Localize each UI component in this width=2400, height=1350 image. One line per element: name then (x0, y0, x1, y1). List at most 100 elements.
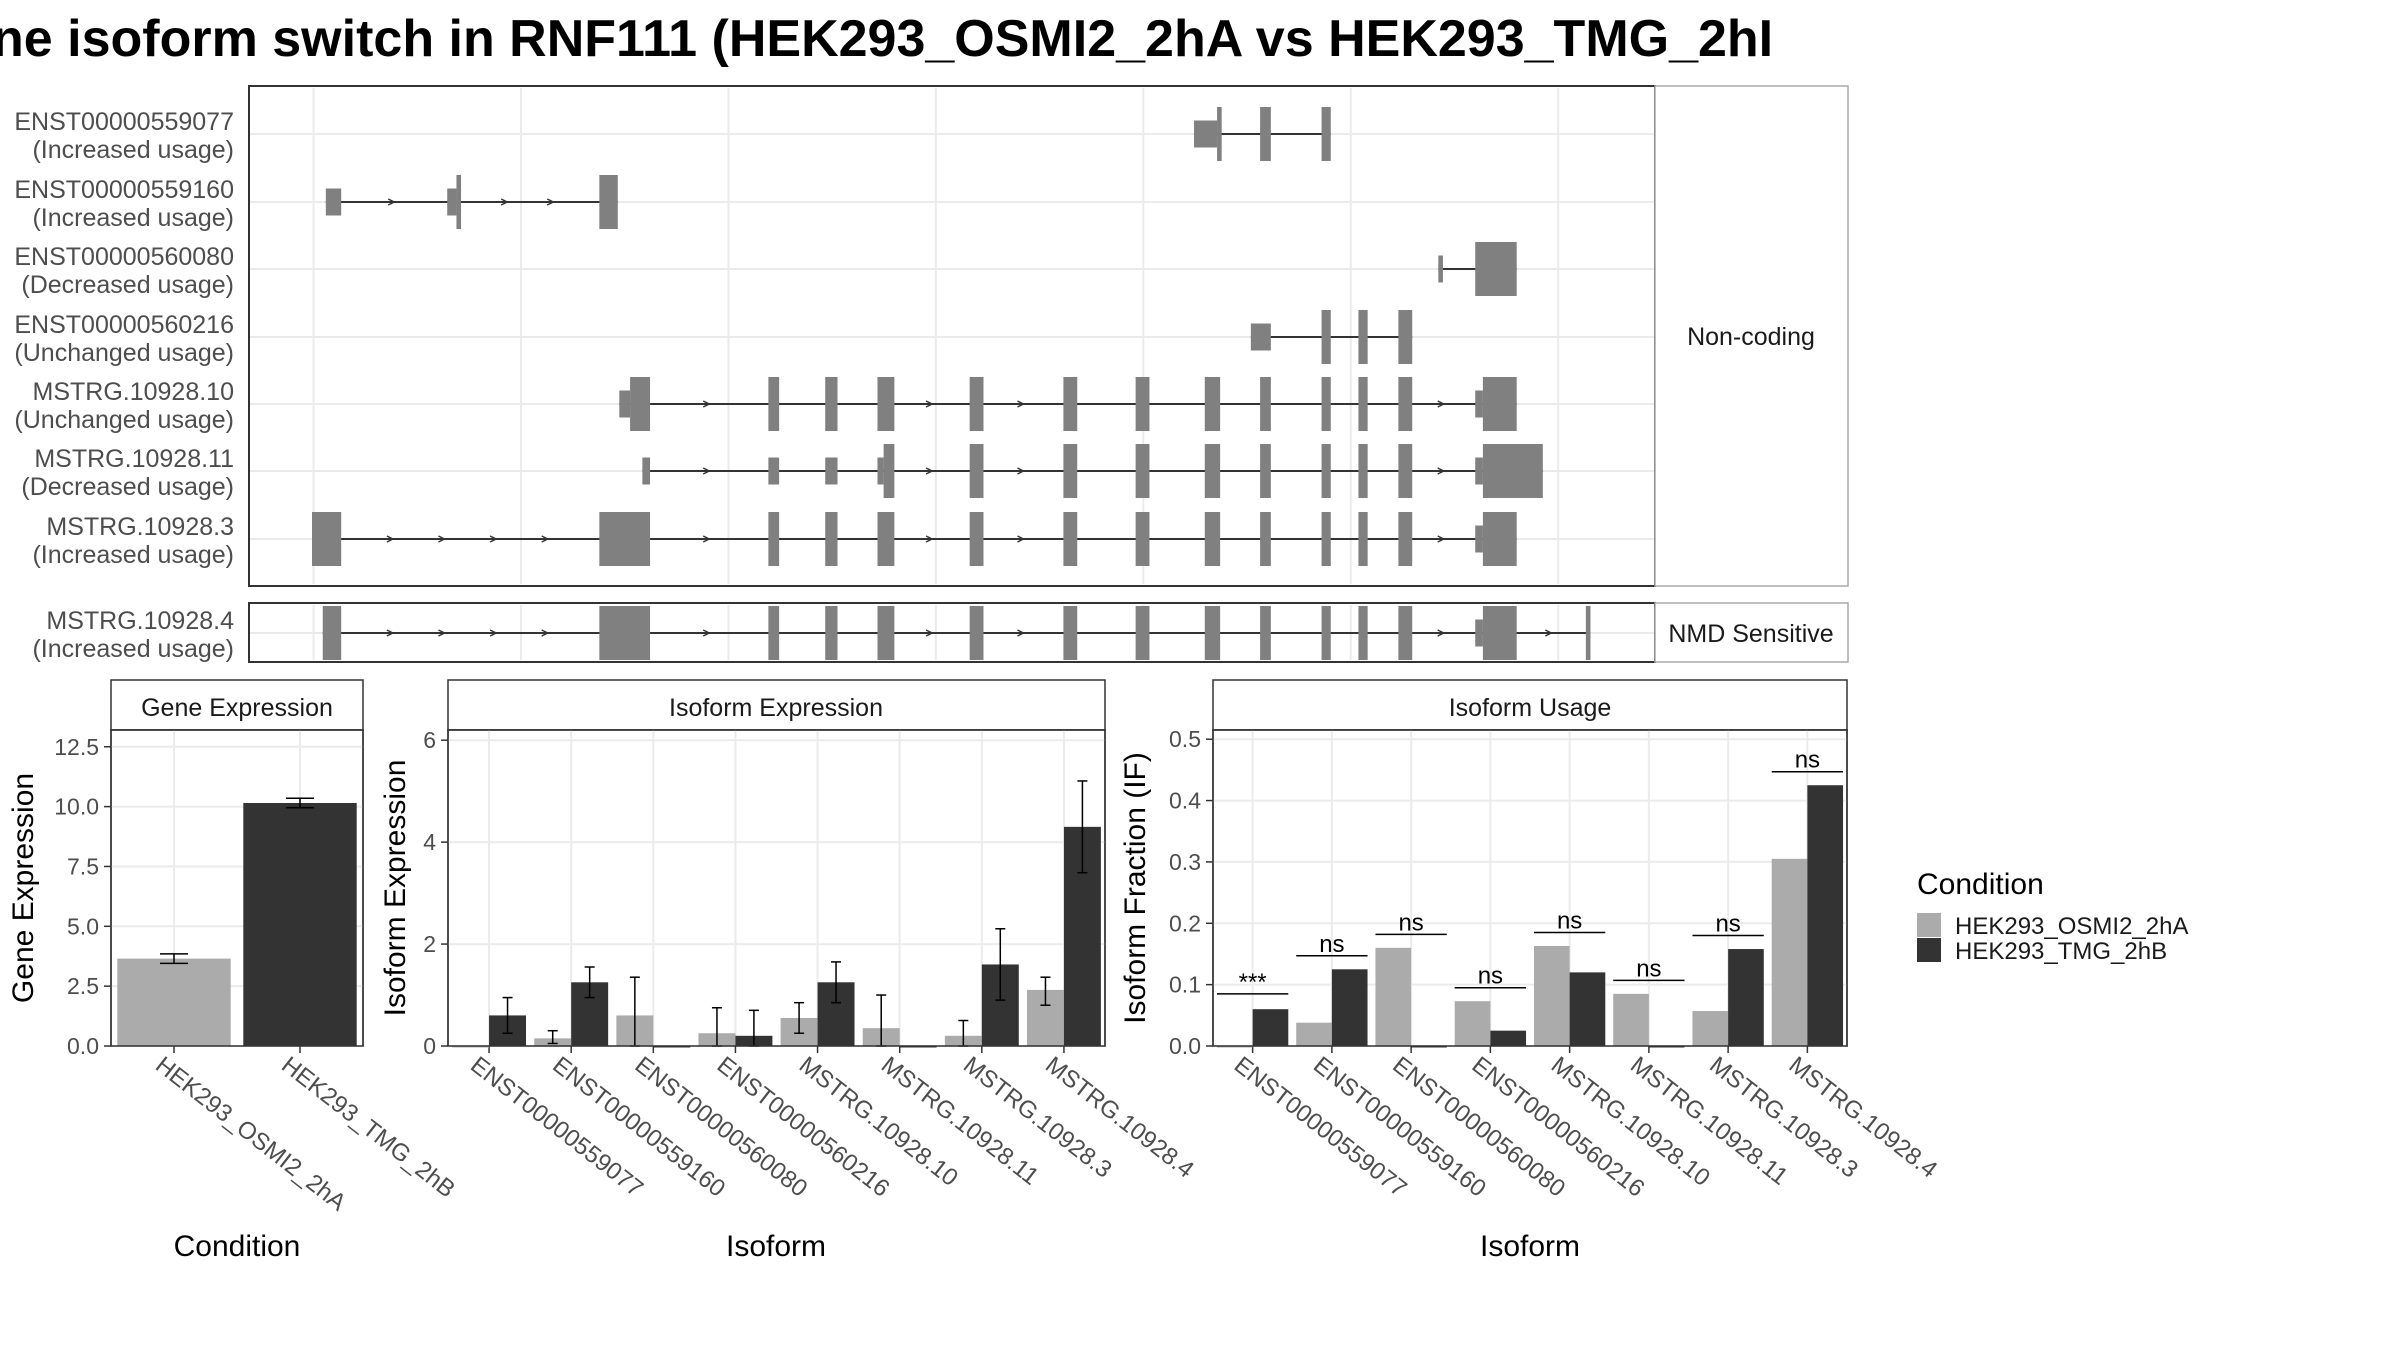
transcript-id-label: MSTRG.10928.11 (34, 445, 234, 473)
intron-arrow (438, 535, 447, 543)
y-tick-label: 0.3 (1169, 849, 1201, 875)
significance-label: *** (1239, 969, 1267, 996)
bar (1692, 1011, 1729, 1046)
exon-block (1398, 310, 1413, 364)
transcript-usage-label: (Increased usage) (32, 204, 234, 232)
exon-block (1260, 444, 1271, 498)
exon-block (1321, 310, 1331, 364)
y-tick-label: 0.2 (1169, 910, 1201, 936)
y-tick-label: 10.0 (54, 794, 99, 820)
gene-expression-strip (110, 679, 364, 731)
exon-block (1321, 444, 1331, 498)
intron-arrow (386, 629, 395, 637)
transcript-usage-label: (Decreased usage) (21, 271, 234, 299)
significance-label: ns (1398, 909, 1423, 936)
exon-block (969, 606, 984, 660)
intron-arrow (500, 198, 509, 206)
transcript-tracks: ENST00000559077(Increased usage)ENST0000… (14, 88, 1654, 663)
exon-block (1398, 444, 1413, 498)
exon-block (768, 377, 780, 431)
exon-block (1135, 444, 1150, 498)
utr-block (1438, 255, 1443, 283)
utr-block (1475, 457, 1483, 485)
gene-expression-y-title: Gene Expression (7, 773, 40, 1003)
exon-block (825, 512, 838, 566)
intron-arrow (1437, 467, 1446, 475)
exon-block (1398, 606, 1413, 660)
significance-label: ns (1557, 907, 1582, 934)
y-tick-label: 4 (423, 829, 436, 855)
transcript-id-label: MSTRG.10928.4 (46, 607, 234, 635)
utr-block (1475, 390, 1483, 418)
bar (117, 958, 231, 1046)
transcript-id-label: MSTRG.10928.10 (33, 378, 235, 406)
nmd-strip (1654, 602, 1849, 663)
intron-arrow (1544, 629, 1553, 637)
exon-block (1135, 606, 1150, 660)
bar (1613, 993, 1649, 1046)
x-tick-label: MSTRG.10928.4 (1040, 1051, 1199, 1183)
exon-block (322, 606, 342, 660)
exon-block (1063, 606, 1078, 660)
intron-arrow (541, 629, 550, 637)
exon-block (599, 512, 651, 566)
transcript-id-label: ENST00000559160 (14, 176, 234, 204)
exon-block (1063, 512, 1078, 566)
exon-block (1482, 444, 1543, 498)
gene-expression-plot-area-border (110, 729, 364, 1047)
exon-block (768, 606, 780, 660)
y-tick-label: 0.1 (1169, 972, 1201, 998)
exon-block (969, 512, 984, 566)
y-tick-label: 0.4 (1169, 788, 1201, 814)
utr-block (1475, 619, 1483, 647)
utr-block (768, 457, 780, 485)
transcript-id-label: ENST00000560080 (14, 243, 234, 271)
intron-arrow (1437, 400, 1446, 408)
transcript-id-label: ENST00000560216 (14, 311, 234, 339)
intron-arrow (702, 467, 711, 475)
exon-block (1358, 444, 1368, 498)
exon-block (1321, 606, 1331, 660)
exon-block (969, 444, 984, 498)
noncoding-strip-label: Non-coding (1687, 323, 1815, 351)
bar (1375, 947, 1412, 1046)
isoform-usage-strip-label: Isoform Usage (1449, 694, 1612, 722)
exon-block (1482, 512, 1517, 566)
bar (1533, 945, 1570, 1046)
bar (1771, 858, 1808, 1046)
bar (1807, 785, 1844, 1046)
intron-arrow (546, 198, 555, 206)
isoform-expression-plot-area-border (447, 729, 1106, 1047)
exon-block (1063, 377, 1078, 431)
isoform-expression-strip-label: Isoform Expression (669, 694, 883, 722)
exon-block (1321, 377, 1331, 431)
gene-expression-x-title: Condition (174, 1230, 301, 1263)
exon-block (1204, 512, 1221, 566)
transcript-id-label: MSTRG.10928.3 (46, 513, 234, 541)
y-tick-label: 5.0 (67, 913, 99, 939)
y-tick-label: 2.5 (67, 973, 99, 999)
intron-arrow (702, 400, 711, 408)
isoform-usage-x-title: Isoform (1480, 1230, 1580, 1263)
isoform-usage-chart: Isoform Usage 0.00.10.20.30.40.5ENST0000… (1119, 679, 1942, 1263)
intron-arrow (702, 629, 711, 637)
bar (1331, 969, 1368, 1046)
y-tick-label: 2 (423, 931, 436, 957)
legend-label-tmg: HEK293_TMG_2hB (1955, 938, 2167, 965)
intron-arrow (702, 535, 711, 543)
utr-block (642, 457, 651, 485)
exon-block (1358, 310, 1368, 364)
exon-block (883, 444, 895, 498)
transcript-usage-label: (Decreased usage) (21, 473, 234, 501)
intron-arrow (1437, 535, 1446, 543)
exon-block (1260, 606, 1271, 660)
intron-arrow (387, 198, 396, 206)
exon-block (1358, 606, 1368, 660)
utr-block (877, 457, 884, 485)
intron-arrow (1017, 629, 1026, 637)
exon-block (1398, 377, 1413, 431)
intron-arrow (1437, 629, 1446, 637)
exon-block (1260, 512, 1271, 566)
utr-block (1194, 120, 1218, 148)
y-tick-label: 7.5 (67, 853, 99, 879)
